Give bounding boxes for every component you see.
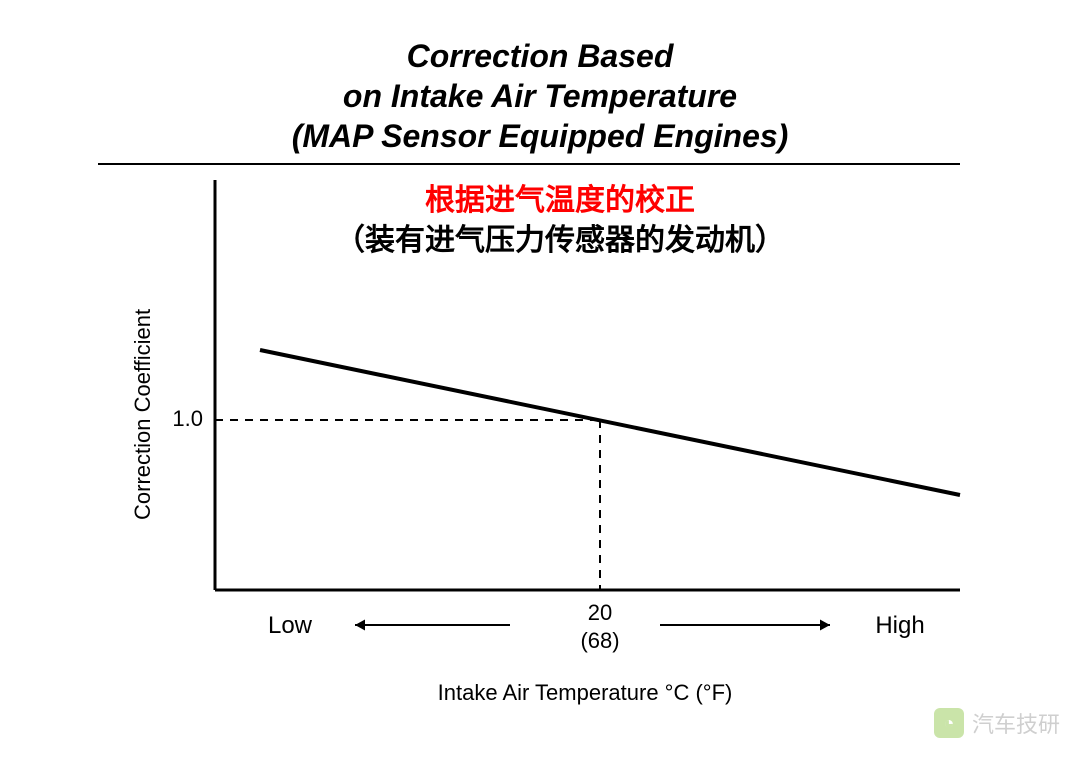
- wechat-icon: ◔: [934, 708, 964, 738]
- watermark: ◔ 汽车技研: [934, 707, 1060, 739]
- watermark-text: 汽车技研: [972, 707, 1060, 739]
- x-tick-68: (68): [580, 628, 619, 653]
- x-tick-20: 20: [588, 600, 612, 625]
- wechat-icon-glyph: ◔: [944, 713, 955, 734]
- chart-svg: 1.0 20 (68) Low High Intake Air Temperat…: [0, 0, 1080, 759]
- arrow-left: [355, 620, 510, 631]
- overlay-cn-line2: （装有进气压力传感器的发动机）: [335, 223, 785, 257]
- overlay-cn-line1: 根据进气温度的校正: [425, 183, 695, 217]
- x-label-low: Low: [268, 612, 313, 639]
- x-label-high: High: [875, 612, 924, 639]
- y-tick-1p0: 1.0: [172, 406, 203, 431]
- arrow-right: [660, 620, 830, 631]
- data-line: [260, 350, 960, 495]
- x-axis-label: Intake Air Temperature °C (°F): [438, 680, 733, 705]
